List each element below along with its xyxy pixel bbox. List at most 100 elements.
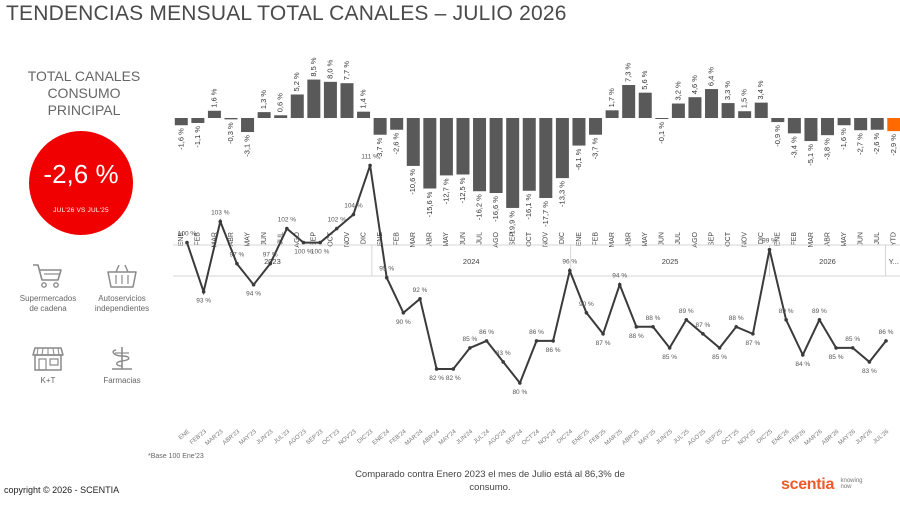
month-tick-label: JUN xyxy=(857,232,864,246)
index-point-10 xyxy=(334,226,339,231)
month-tick-label: AGO xyxy=(294,231,301,247)
index-point-40 xyxy=(834,346,838,350)
bar-value-label: -2,6 % xyxy=(392,132,401,154)
index-value-label: 97 % xyxy=(263,252,278,259)
bar-value-label: -1,6 % xyxy=(176,128,185,150)
bar-value-label: 5,6 % xyxy=(640,70,649,90)
month-tick-label: NOV xyxy=(742,232,749,248)
index-point-3 xyxy=(218,219,223,224)
bar-11 xyxy=(340,83,354,118)
index-x-tick-label: ENE'26 xyxy=(771,429,791,447)
index-point-28 xyxy=(634,325,639,329)
index-value-label: 88 % xyxy=(729,315,744,322)
channel-autoservicios[interactable]: Autoservicios independientes xyxy=(82,262,162,314)
index-point-6 xyxy=(268,261,273,266)
index-value-label: 87 % xyxy=(745,340,760,347)
comparison-note: Comparado contra Enero 2023 el mes de Ju… xyxy=(345,468,635,494)
index-value-label: 89 % xyxy=(779,308,794,315)
month-tick-label: YTD xyxy=(891,232,898,246)
bar-21 xyxy=(506,118,520,208)
channel-supermercados[interactable]: Supermercados de cadena xyxy=(8,262,88,314)
index-x-tick-label: ABR'24 xyxy=(422,429,442,447)
bar-value-label: 8,5 % xyxy=(309,57,318,77)
index-point-31 xyxy=(684,318,689,322)
bar-value-label: 3,4 % xyxy=(756,80,765,100)
month-tick-label: JUL xyxy=(476,232,483,245)
month-tick-label: JUN xyxy=(261,232,268,246)
index-x-tick-label: FEB'25 xyxy=(589,429,608,447)
index-x-tick-label: ENE'24 xyxy=(372,429,392,447)
bar-25 xyxy=(572,118,586,146)
month-tick-label: ABR xyxy=(228,232,235,246)
index-point-11 xyxy=(351,212,356,217)
bar-value-label: -0,3 % xyxy=(226,122,235,144)
month-tick-label: DIC xyxy=(360,232,367,244)
bar-22 xyxy=(522,118,536,191)
bar-32 xyxy=(688,97,702,118)
index-value-label: 87 % xyxy=(596,340,611,347)
index-x-tick-label: FEB'26 xyxy=(788,429,807,447)
bar-value-label: 8,0 % xyxy=(325,59,334,79)
bar-41 xyxy=(837,118,851,126)
bar-value-label: -10,6 % xyxy=(408,169,417,195)
bar-44 xyxy=(887,118,900,132)
bar-43 xyxy=(870,118,884,130)
month-tick-label: MAY xyxy=(244,232,251,247)
month-tick-label: JUL xyxy=(874,232,881,245)
basket-icon xyxy=(107,264,137,288)
index-x-tick-label: FEB'24 xyxy=(389,429,408,447)
logo-tagline: knowing now xyxy=(841,478,863,490)
index-value-label: 85 % xyxy=(662,354,677,361)
month-tick-label: ENE xyxy=(377,232,384,247)
bar-4 xyxy=(224,118,238,120)
month-tick-label: ENE xyxy=(178,232,185,247)
bar-24 xyxy=(555,118,569,179)
month-tick-label: SEP xyxy=(510,232,517,246)
index-point-30 xyxy=(667,346,672,350)
month-tick-label: ABR xyxy=(824,232,831,246)
month-tick-label: ENE xyxy=(775,232,782,247)
index-value-label: 88 % xyxy=(646,315,661,322)
index-x-tick-label: JUN'25 xyxy=(655,429,674,447)
index-point-34 xyxy=(734,325,739,329)
scentia-logo: scentia knowing now xyxy=(781,476,863,494)
index-x-tick-label: JUL'24 xyxy=(473,429,492,446)
bar-23 xyxy=(539,118,553,199)
year-label: 2023 xyxy=(264,257,281,266)
bar-40 xyxy=(821,118,835,136)
index-value-label: 86 % xyxy=(879,329,894,336)
index-value-label: 111 % xyxy=(361,153,379,160)
kpi-value: -2,6 % xyxy=(43,159,119,189)
index-x-tick-label: SEP'24 xyxy=(505,429,525,447)
channel-farmacias[interactable]: Farmacias xyxy=(82,344,162,386)
channel-kt[interactable]: K+T xyxy=(8,344,88,386)
bar-28 xyxy=(622,85,636,118)
index-point-41 xyxy=(850,346,855,350)
month-tick-label: ABR xyxy=(427,232,434,246)
bar-value-label: -0,9 % xyxy=(773,125,782,147)
month-tick-label: FEB xyxy=(394,232,401,246)
month-tick-label: JUN xyxy=(460,232,467,246)
index-point-17 xyxy=(451,367,456,371)
bar-12 xyxy=(357,111,371,118)
index-value-label: 85 % xyxy=(845,336,860,343)
index-x-tick-label: OCT'23 xyxy=(322,429,342,447)
bar-value-label: -12,7 % xyxy=(441,178,450,204)
channel-label-line2: de cadena xyxy=(29,304,67,313)
index-point-24 xyxy=(567,268,572,273)
index-value-label: 90 % xyxy=(579,301,594,308)
month-tick-label: MAY xyxy=(443,232,450,247)
index-point-18 xyxy=(468,346,472,350)
bar-36 xyxy=(754,102,768,118)
index-value-label: 100 % xyxy=(311,249,330,256)
month-tick-label: JUL xyxy=(278,232,285,245)
channel-label-line2: independientes xyxy=(94,304,150,313)
index-value-label: 86 % xyxy=(479,329,494,336)
index-value-label: 100 % xyxy=(294,249,313,256)
bar-value-label: 7,3 % xyxy=(624,62,633,82)
month-tick-label: MAY xyxy=(841,232,848,247)
logo-word: scentia xyxy=(781,476,835,493)
logo-tag-line2: now xyxy=(840,484,852,490)
index-x-tick-label: ABR'23 xyxy=(222,429,242,447)
index-point-39 xyxy=(817,318,822,322)
